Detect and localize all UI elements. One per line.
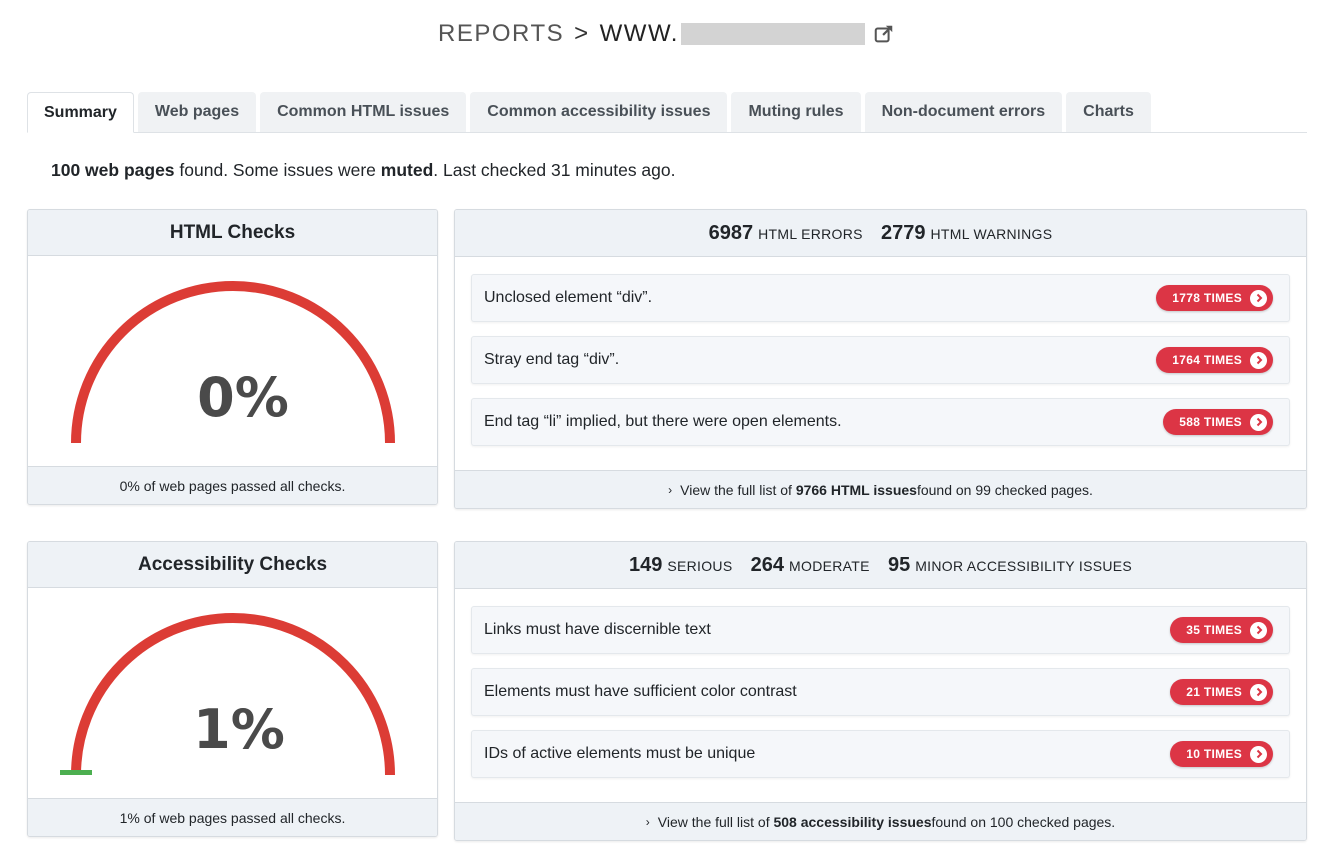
serious-count: 149 <box>628 553 663 576</box>
gauge-fail-arc <box>71 613 395 776</box>
times-badge[interactable]: 588 TIMES <box>1163 409 1273 435</box>
redacted-domain <box>680 23 865 45</box>
tab-muting-rules[interactable]: Muting rules <box>731 92 861 132</box>
chevron-right-icon <box>1250 683 1267 701</box>
gauge-fail-arc <box>71 281 395 444</box>
breadcrumb-separator: > <box>574 20 590 47</box>
moderate-count: 264 <box>750 553 785 576</box>
html-issues-card: 6987 HTML ERRORS 2779 HTML WARNINGS Unclos… <box>454 209 1307 509</box>
accessibility-issues-card: 149 SERIOUS 264 MODERATE 95 MINOR ACCESSIBI… <box>454 541 1307 841</box>
site-name: WWW. <box>599 20 679 47</box>
reports-breadcrumb[interactable]: REPORTS <box>438 20 565 47</box>
times-badge[interactable]: 10 TIMES <box>1170 741 1273 767</box>
accessibility-issue-item[interactable]: Links must have discernible text 35 TIME… <box>471 606 1290 654</box>
html-checks-percent: 0% <box>197 366 289 429</box>
html-checks-card: HTML Checks 0% 0% of web pages passed al… <box>27 209 438 505</box>
accessibility-checks-gauge <box>60 613 395 776</box>
accessibility-full-list-link[interactable]: › View the full list of 508 accessibility… <box>455 802 1306 840</box>
chevron-right-icon <box>1250 413 1267 431</box>
accessibility-stats-header: 149 SERIOUS 264 MODERATE 95 MINOR ACCESSIBI… <box>628 553 1133 576</box>
pages-count: 100 web pages <box>51 160 175 180</box>
accessibility-checks-footer: 1% of web pages passed all checks. <box>28 798 437 836</box>
tab-web-pages[interactable]: Web pages <box>137 92 257 132</box>
tab-summary[interactable]: Summary <box>27 92 134 133</box>
html-issue-item[interactable]: End tag “li” implied, but there were ope… <box>471 398 1290 446</box>
accessibility-checks-percent: 1% <box>193 698 285 761</box>
accessibility-issue-item[interactable]: Elements must have sufficient color cont… <box>471 668 1290 716</box>
tab-non-document-errors[interactable]: Non-document errors <box>864 92 1063 132</box>
accessibility-issue-item[interactable]: IDs of active elements must be unique 10… <box>471 730 1290 778</box>
chevron-right-icon <box>1250 289 1267 307</box>
html-stats-header: 6987 HTML ERRORS 2779 HTML WARNINGS <box>708 221 1053 244</box>
gauge-pass-segment <box>60 770 92 775</box>
html-issue-item[interactable]: Unclosed element “div”. 1778 TIMES <box>471 274 1290 322</box>
muted-text: muted <box>380 160 434 180</box>
html-full-list-link[interactable]: › View the full list of 9766 HTML issues … <box>455 470 1306 508</box>
html-issue-item[interactable]: Stray end tag “div”. 1764 TIMES <box>471 336 1290 384</box>
accessibility-checks-card: Accessibility Checks 1% 1% of web pages … <box>27 541 438 837</box>
html-warnings-count: 2779 <box>881 221 926 244</box>
external-link-icon[interactable] <box>873 23 895 45</box>
times-badge[interactable]: 1778 TIMES <box>1156 285 1273 311</box>
chevron-right-icon: › <box>668 482 673 497</box>
times-badge[interactable]: 35 TIMES <box>1170 617 1273 643</box>
tab-common-accessibility-issues[interactable]: Common accessibility issues <box>470 92 728 132</box>
tab-common-html-issues[interactable]: Common HTML issues <box>260 92 467 132</box>
times-badge[interactable]: 21 TIMES <box>1170 679 1273 705</box>
chevron-right-icon <box>1250 621 1267 639</box>
times-badge[interactable]: 1764 TIMES <box>1156 347 1273 373</box>
tab-charts[interactable]: Charts <box>1066 92 1151 132</box>
report-header: REPORTS > WWW. <box>0 20 1333 52</box>
report-tabs: Summary Web pages Common HTML issues Com… <box>27 92 1307 133</box>
accessibility-checks-title: Accessibility Checks <box>137 553 328 575</box>
summary-text: 100 web pages found. Some issues were mu… <box>51 160 676 180</box>
html-checks-footer: 0% of web pages passed all checks. <box>28 466 437 504</box>
chevron-right-icon <box>1250 351 1267 369</box>
chevron-right-icon <box>1250 745 1267 763</box>
chevron-right-icon: › <box>645 814 650 829</box>
html-errors-count: 6987 <box>708 221 754 244</box>
minor-count: 95 <box>887 553 911 576</box>
html-checks-gauge <box>71 281 395 444</box>
html-checks-title: HTML Checks <box>169 221 296 243</box>
